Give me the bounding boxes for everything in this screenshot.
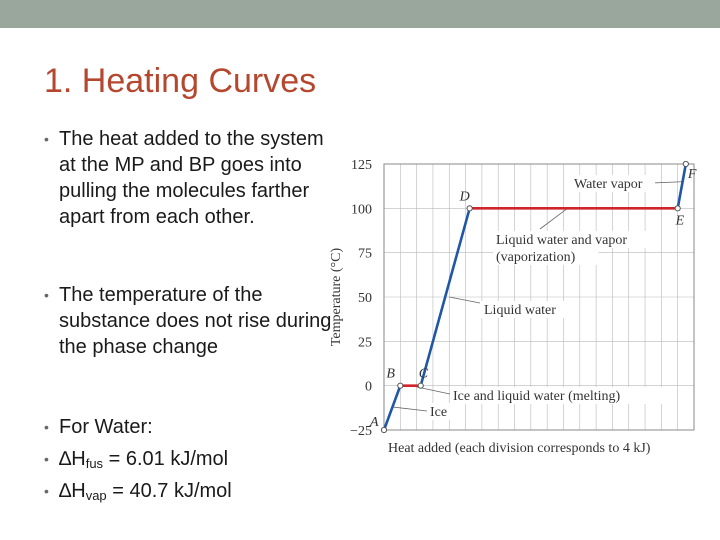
delta-symbol: ∆ (59, 480, 72, 502)
y-tick-label: −25 (350, 424, 372, 439)
point-label: D (459, 189, 470, 204)
curve-segment-solid (419, 207, 471, 387)
annotation-label: Liquid water and vapor (496, 233, 627, 248)
annotation-backdrop (493, 248, 599, 265)
enthalpy-letter: H (71, 480, 86, 502)
annotation-leader (392, 406, 428, 412)
plot-frame (383, 163, 695, 431)
hvap-subscript: vap (85, 488, 107, 503)
point-label: F (687, 167, 697, 182)
y-tick-labels: −25 0 25 50 75 100 125 (350, 158, 372, 439)
point-marker (417, 382, 424, 389)
y-tick-label: 50 (358, 291, 372, 306)
bullet-dot: • (44, 131, 49, 147)
bullet-dot: • (44, 287, 49, 303)
curve-layer (382, 163, 688, 431)
annotation-backdrop (481, 301, 573, 318)
curve-segment-solid (382, 385, 402, 431)
hfus-line: • ∆Hfus = 6.01 kJ/mol (44, 446, 334, 477)
point-marker (674, 205, 681, 212)
annotation-backdrop (427, 403, 455, 420)
annotation-label: (vaporization) (496, 250, 576, 265)
annotation-layer: Water vapor Liquid water and vapor (vapori… (392, 175, 682, 420)
annotation-label: Water vapor (574, 177, 643, 192)
point-marker (682, 160, 689, 168)
heating-curve-chart: −25 0 25 50 75 100 125 Temperature (°C) Heat a… (329, 158, 697, 456)
annotation-label: Liquid water (484, 303, 556, 318)
bullet-dot: • (44, 451, 49, 467)
point-label: A (369, 415, 379, 430)
enthalpy-letter: H (71, 448, 86, 470)
bullet-text: The temperature of the substance does no… (59, 284, 332, 358)
hfus-subscript: fus (85, 456, 104, 471)
hfus-value: = 6.01 kJ/mol (103, 448, 229, 470)
slide-title: 1. Heating Curves (44, 62, 317, 100)
hvap-value: = 40.7 kJ/mol (106, 480, 232, 502)
bullet-item: • For Water: (44, 414, 334, 440)
bullet-text: The heat added to the system at the MP a… (59, 128, 324, 228)
annotation-label: Ice and liquid water (melting) (453, 389, 620, 404)
delta-symbol: ∆ (59, 448, 72, 470)
y-tick-label: 75 (358, 247, 372, 262)
point-marker (380, 426, 388, 434)
point-layer: A B C D E F (369, 160, 697, 434)
annotation-backdrop (571, 175, 656, 192)
hvap-line: • ∆Hvap = 40.7 kJ/mol (44, 478, 334, 509)
point-marker (466, 205, 473, 212)
y-tick-label: 100 (351, 202, 372, 217)
bullet-dot: • (44, 483, 49, 499)
point-marker (397, 382, 404, 389)
point-label: B (386, 367, 395, 382)
bullet-item: • The heat added to the system at the MP… (44, 126, 334, 230)
annotation-backdrop (450, 387, 669, 404)
x-axis-label: Heat added (each division corresponds to… (388, 441, 651, 456)
annotation-label: Ice (430, 405, 447, 420)
curve-segment-solid (676, 163, 688, 209)
y-tick-label: 25 (358, 335, 372, 350)
point-label: C (419, 367, 429, 382)
y-tick-label: 125 (351, 158, 372, 173)
annotation-leader (449, 296, 481, 304)
y-axis-label: Temperature (°C) (329, 248, 344, 347)
top-banner (0, 0, 720, 28)
bullet-text: For Water: (59, 416, 153, 438)
annotation-leader (410, 385, 451, 395)
annotation-backdrop (493, 231, 656, 248)
annotation-leader (539, 208, 568, 230)
bullet-dot: • (44, 419, 49, 435)
bullet-item: • The temperature of the substance does … (44, 282, 334, 360)
y-tick-label: 0 (365, 380, 372, 395)
point-label: E (675, 213, 685, 228)
